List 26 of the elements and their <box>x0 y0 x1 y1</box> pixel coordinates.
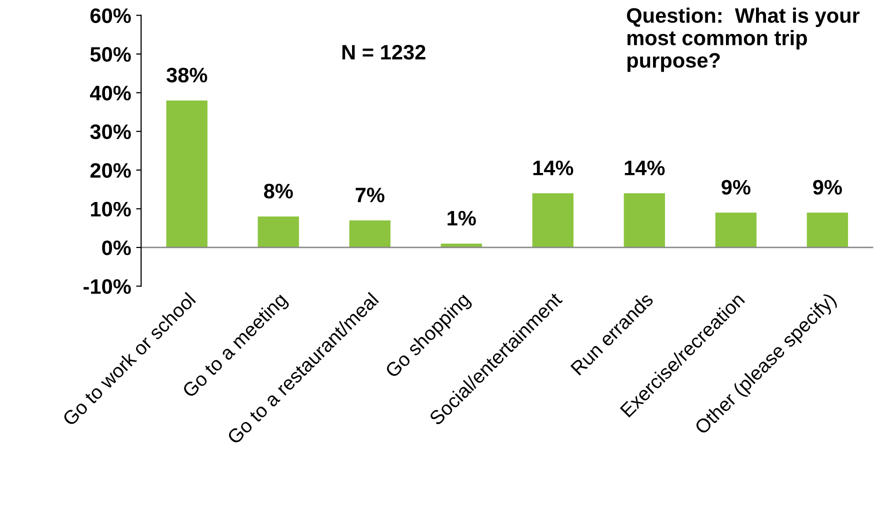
data-label: 38% <box>166 68 208 82</box>
y-tick-label: 40% <box>90 86 131 100</box>
data-label: 1% <box>448 210 476 226</box>
y-tick-label: -10% <box>84 279 131 294</box>
data-label: 7% <box>356 188 384 202</box>
y-tick-label: 50% <box>90 47 131 62</box>
annotation: Question: What is your most common trip purpose? <box>626 8 860 72</box>
y-tick-label: 30% <box>90 124 131 140</box>
bar <box>440 244 482 248</box>
data-label: 8% <box>264 184 293 199</box>
bar <box>624 193 665 248</box>
bar <box>258 216 299 248</box>
data-label: 14% <box>533 160 574 176</box>
annotation: N = 1232 <box>342 44 426 60</box>
data-label: 9% <box>722 180 750 195</box>
y-tick-label: 60% <box>90 8 131 24</box>
bar <box>349 220 390 248</box>
data-label: 9% <box>813 180 842 195</box>
bar <box>532 193 574 248</box>
y-tick-label: 20% <box>90 163 131 178</box>
y-tick-label: 10% <box>91 202 131 217</box>
data-label: 14% <box>624 160 665 176</box>
bar <box>715 212 757 248</box>
bar <box>166 100 208 248</box>
y-tick-label: 0% <box>102 240 131 256</box>
bar <box>806 212 848 248</box>
